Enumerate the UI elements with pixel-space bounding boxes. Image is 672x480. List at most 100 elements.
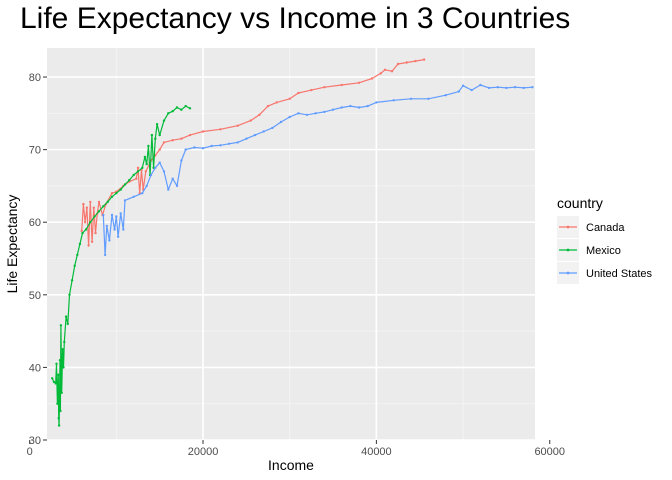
- data-point-united-states: [145, 184, 148, 188]
- data-point-mexico: [106, 200, 109, 204]
- data-point-mexico: [84, 228, 88, 231]
- data-point-mexico: [56, 402, 59, 405]
- data-point-mexico: [119, 188, 122, 191]
- x-tick-label: 0: [27, 446, 33, 458]
- data-point-mexico: [61, 348, 64, 351]
- data-point-united-states: [158, 161, 161, 164]
- data-point-mexico: [73, 264, 76, 267]
- data-point-mexico: [155, 123, 159, 126]
- data-point-united-states: [245, 137, 248, 140]
- data-point-canada: [144, 170, 147, 173]
- data-point-united-states: [154, 166, 157, 169]
- legend-key-point: [566, 225, 570, 229]
- legend-label-mexico: Mexico: [586, 245, 621, 257]
- data-point-mexico: [55, 362, 58, 365]
- legend-key-point: [566, 271, 570, 275]
- data-point-united-states: [210, 144, 213, 148]
- data-point-mexico: [123, 183, 127, 186]
- data-point-mexico: [132, 173, 135, 177]
- data-point-mexico: [162, 119, 166, 122]
- data-point-united-states: [323, 110, 326, 114]
- x-tick-label: 60000: [534, 446, 565, 458]
- data-point-united-states: [162, 170, 166, 173]
- x-tick-label: 20000: [188, 446, 219, 458]
- data-point-canada: [97, 200, 101, 204]
- data-point-united-states: [175, 184, 179, 188]
- legend-key-point: [566, 248, 570, 252]
- data-point-united-states: [470, 88, 473, 92]
- data-point-mexico: [81, 231, 84, 235]
- data-point-united-states: [236, 141, 239, 144]
- data-point-united-states: [180, 159, 183, 162]
- data-point-canada: [82, 202, 85, 206]
- legend-label-united-states: United States: [586, 268, 653, 280]
- data-point-united-states: [108, 239, 111, 242]
- data-point-united-states: [262, 130, 265, 133]
- data-point-mexico: [143, 155, 147, 159]
- data-point-united-states: [288, 115, 291, 119]
- data-point-canada: [188, 133, 192, 137]
- data-point-united-states: [305, 113, 309, 117]
- x-tick-label: 40000: [361, 446, 392, 458]
- data-point-canada: [87, 244, 90, 247]
- data-point-united-states: [314, 112, 317, 115]
- y-axis-label: Life Expectancy: [4, 195, 20, 294]
- data-point-canada: [275, 101, 278, 104]
- legend: country Canada Mexico United States: [557, 195, 653, 284]
- data-point-canada: [414, 59, 417, 63]
- data-point-canada: [90, 240, 94, 243]
- data-point-canada: [340, 83, 343, 87]
- data-point-united-states: [409, 97, 413, 101]
- data-point-united-states: [392, 99, 395, 102]
- data-point-united-states: [331, 108, 335, 111]
- data-point-united-states: [201, 147, 205, 150]
- data-point-canada: [89, 200, 92, 204]
- y-tick-label: 30: [29, 435, 41, 447]
- series-united-states: [102, 83, 534, 257]
- data-point-united-states: [113, 228, 116, 231]
- data-point-mexico: [60, 391, 63, 394]
- data-point-mexico: [89, 221, 92, 224]
- series-layer: [51, 58, 534, 427]
- data-point-united-states: [193, 146, 196, 149]
- series-canada: [80, 58, 426, 247]
- data-point-canada: [405, 61, 408, 64]
- data-point-united-states: [457, 90, 460, 93]
- y-tick-label: 60: [29, 217, 41, 229]
- data-point-united-states: [271, 126, 274, 130]
- y-tick-label: 80: [29, 72, 41, 84]
- data-point-canada: [422, 58, 426, 61]
- data-point-united-states: [115, 215, 118, 218]
- data-point-canada: [288, 97, 291, 101]
- data-point-united-states: [184, 148, 187, 151]
- data-point-mexico: [102, 205, 105, 208]
- data-point-united-states: [119, 212, 122, 215]
- legend-title: country: [557, 195, 603, 211]
- data-point-canada: [236, 124, 239, 127]
- data-point-united-states: [505, 86, 508, 90]
- data-point-mexico: [57, 373, 60, 376]
- data-point-canada: [370, 77, 374, 80]
- data-point-mexico: [136, 170, 140, 173]
- data-point-canada: [83, 221, 87, 224]
- data-point-mexico: [64, 315, 68, 318]
- data-point-mexico: [115, 192, 118, 195]
- data-point-united-states: [123, 199, 127, 202]
- legend-item-mexico: Mexico: [557, 239, 621, 261]
- data-point-mexico: [175, 106, 179, 109]
- data-point-mexico: [57, 424, 61, 427]
- data-point-canada: [390, 70, 394, 73]
- data-point-mexico: [150, 133, 154, 137]
- data-point-united-states: [461, 84, 465, 87]
- data-point-mexico: [63, 340, 66, 344]
- data-point-mexico: [78, 242, 82, 246]
- major-gridlines: [28, 48, 551, 441]
- data-point-united-states: [522, 86, 525, 90]
- data-point-canada: [171, 139, 174, 142]
- data-point-united-states: [116, 235, 120, 238]
- data-point-mexico: [66, 322, 70, 326]
- legend-label-canada: Canada: [586, 222, 625, 234]
- x-axis-label: Income: [268, 457, 314, 473]
- data-point-mexico: [59, 324, 63, 327]
- data-point-canada: [297, 91, 300, 95]
